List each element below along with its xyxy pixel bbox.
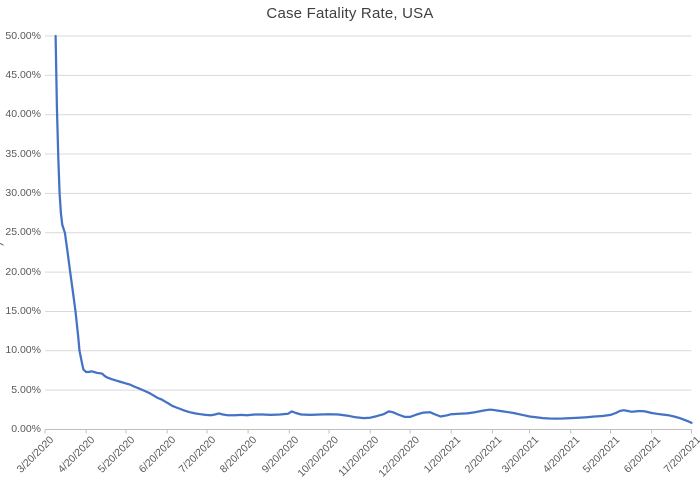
- chart-title: Case Fatality Rate, USA: [266, 5, 434, 22]
- data-series-line: [54, 34, 693, 424]
